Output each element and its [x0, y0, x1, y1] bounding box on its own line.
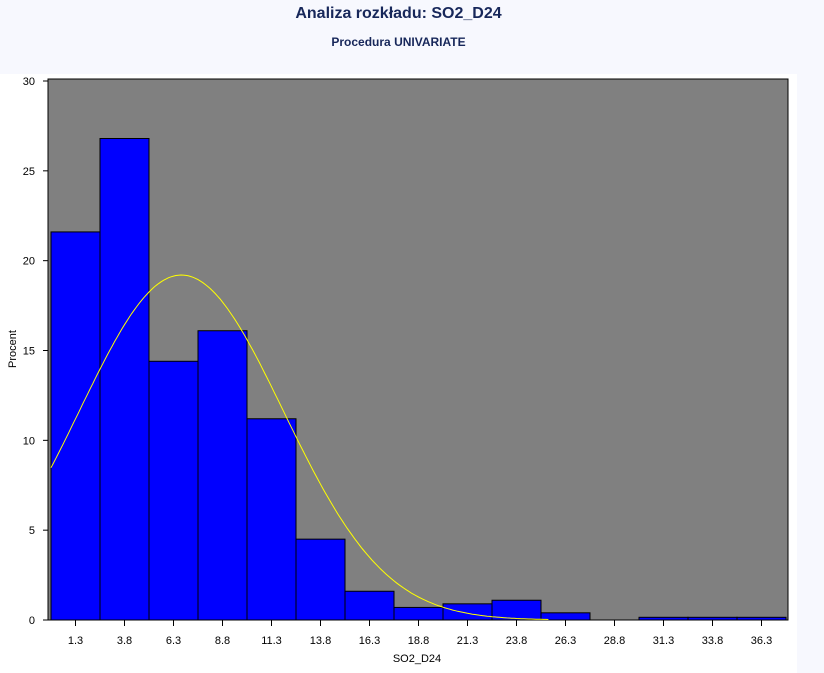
x-tick-label: 26.3	[555, 635, 576, 647]
y-tick-label: 15	[23, 346, 35, 358]
x-tick-label: 13.8	[310, 635, 331, 647]
histogram-bar	[638, 616, 689, 621]
histogram-bar	[50, 231, 101, 621]
histogram-chart: 0 5 10 15 20 25 30 1.3 3.8 6.3 8.8 11.3 13.8 16.3 18.…	[7, 76, 789, 665]
x-tick-label: 33.8	[702, 635, 723, 647]
x-tick-label: 6.3	[166, 635, 181, 647]
x-tick-label: 16.3	[359, 635, 380, 647]
x-tick-label: 23.8	[506, 635, 527, 647]
histogram-bar	[246, 418, 297, 621]
histogram-bar	[148, 360, 199, 621]
y-tick-label: 25	[23, 166, 35, 178]
histogram-bar	[736, 616, 787, 621]
histogram-bar	[197, 330, 248, 621]
x-tick-label: 28.8	[604, 635, 625, 647]
y-tick-label: 0	[29, 615, 35, 627]
x-tick-label: 18.8	[408, 635, 429, 647]
histogram-bar	[99, 137, 150, 621]
histogram-bar	[393, 606, 444, 621]
histogram-bar	[442, 603, 493, 621]
x-tick-label: 8.8	[215, 635, 230, 647]
x-tick-label: 3.8	[117, 635, 132, 647]
chart-subtitle: Procedura UNIVARIATE	[331, 35, 466, 49]
histogram-bar	[344, 590, 395, 621]
histogram-bar	[540, 612, 591, 621]
x-tick-label: 11.3	[261, 635, 282, 647]
x-tick-label: 1.3	[68, 635, 83, 647]
x-tick-label: 36.3	[751, 635, 772, 647]
histogram-bar	[295, 538, 346, 621]
x-tick-label: 31.3	[653, 635, 674, 647]
chart-panel: 0 5 10 15 20 25 30 1.3 3.8 6.3 8.8 11.3 13.8 16.3 18.…	[0, 74, 797, 673]
x-axis-label: SO2_D24	[393, 653, 441, 665]
y-tick-label: 20	[23, 256, 35, 268]
chart-title: Analiza rozkładu: SO2_D24	[295, 5, 502, 22]
y-tick-label: 10	[23, 435, 35, 447]
y-tick-label: 5	[29, 525, 35, 537]
x-tick-label: 21.3	[457, 635, 478, 647]
normal-curve	[50, 274, 549, 620]
histogram-bar	[687, 616, 738, 621]
y-axis-label: Procent	[7, 330, 19, 368]
y-tick-label: 30	[23, 76, 35, 88]
